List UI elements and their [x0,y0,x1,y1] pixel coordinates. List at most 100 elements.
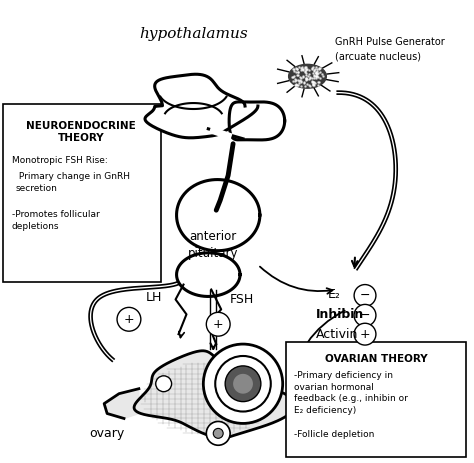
Point [292,68,300,75]
Point [309,78,317,85]
Point [310,69,317,76]
Point [298,82,305,89]
Point [290,72,297,80]
Circle shape [203,344,283,424]
Point [308,64,316,72]
Point [310,78,318,86]
Point [302,65,310,73]
Point [301,65,309,72]
Point [294,76,301,83]
Point [312,69,319,76]
Point [292,77,299,85]
Point [310,71,318,78]
Point [292,81,300,89]
Point [313,68,320,75]
Point [310,81,318,88]
Point [309,80,317,88]
Point [306,82,313,90]
Point [308,77,315,85]
Text: ovary: ovary [90,427,125,440]
Polygon shape [176,253,240,296]
Text: −: − [360,289,370,302]
Point [301,82,308,89]
Point [312,72,319,79]
Point [306,67,313,74]
Circle shape [213,428,223,438]
Point [305,81,313,89]
Point [306,73,313,81]
Point [313,65,320,73]
Point [314,81,322,88]
Text: Primary change in GnRH
secretion: Primary change in GnRH secretion [16,173,130,193]
Text: hypothalamus: hypothalamus [139,26,248,41]
Text: -Promotes follicular
depletions: -Promotes follicular depletions [12,210,100,231]
Text: GnRH Pulse Generator
(arcuate nucleus): GnRH Pulse Generator (arcuate nucleus) [335,38,445,62]
Point [312,74,320,81]
Point [308,78,316,85]
Point [293,65,301,73]
Point [315,64,323,72]
Point [302,75,310,82]
Point [306,75,314,82]
Point [306,70,313,77]
Point [293,65,301,73]
Polygon shape [176,180,260,250]
Point [291,67,298,75]
Text: Inhibin: Inhibin [315,308,364,321]
Polygon shape [104,389,139,419]
Point [308,65,315,72]
Point [313,70,321,77]
Circle shape [233,374,253,394]
Point [308,74,316,81]
Point [297,77,305,84]
Point [290,66,297,73]
Point [288,73,296,80]
Point [300,79,308,87]
Point [311,65,319,73]
FancyBboxPatch shape [286,342,466,457]
Point [301,68,309,75]
Point [302,76,310,83]
Point [302,74,310,81]
Point [299,65,307,73]
Point [303,65,310,72]
Point [295,77,302,84]
Point [297,75,305,82]
Point [292,76,300,84]
Text: E₂: E₂ [328,288,340,301]
Point [289,73,297,81]
Point [313,63,320,71]
Text: FSH: FSH [230,293,255,306]
Point [301,63,309,70]
Point [310,72,318,80]
Point [298,63,305,71]
Point [294,71,302,78]
Point [298,65,306,73]
Point [309,81,317,88]
Point [310,66,318,73]
Text: +: + [213,318,224,331]
Point [301,68,309,75]
Circle shape [354,323,376,345]
Point [314,78,322,86]
Point [303,81,310,88]
Point [298,64,305,72]
Point [302,67,310,74]
Polygon shape [229,102,285,140]
Point [297,79,305,86]
Text: LH: LH [146,291,162,304]
Point [312,72,320,80]
Point [319,72,327,80]
Point [302,69,310,77]
Circle shape [225,366,261,401]
FancyBboxPatch shape [3,104,161,282]
Text: NEUROENDOCRINE
THEORY: NEUROENDOCRINE THEORY [27,121,136,144]
Point [317,69,324,76]
Point [312,69,319,76]
Point [316,74,324,81]
Point [312,69,320,76]
Point [314,73,321,80]
Point [294,69,302,76]
Point [303,76,310,83]
Point [315,65,322,73]
